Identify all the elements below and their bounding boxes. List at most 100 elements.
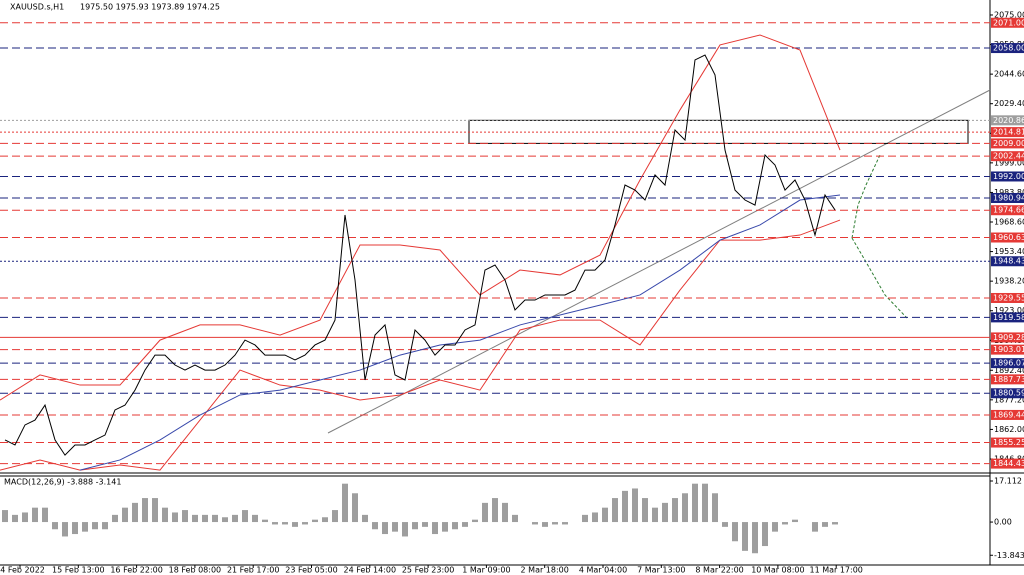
indicator-line xyxy=(0,34,841,401)
price-line xyxy=(4,54,836,456)
level-box xyxy=(991,127,1024,138)
level-box xyxy=(991,151,1024,162)
level-box xyxy=(991,312,1024,323)
x-tick-label: 10 Mar 08:00 xyxy=(751,566,804,575)
level-box xyxy=(991,437,1024,448)
level-label: 1869.44 xyxy=(993,410,1024,419)
macd-bar xyxy=(192,514,198,523)
level-label: 1948.43 xyxy=(993,257,1024,266)
macd-bar xyxy=(122,507,128,523)
macd-bar xyxy=(812,522,818,532)
macd-bar xyxy=(52,522,58,530)
macd-bar xyxy=(132,502,138,523)
macd-bar xyxy=(492,498,498,523)
macd-bar xyxy=(582,514,588,523)
level-box xyxy=(991,332,1024,343)
macd-bar xyxy=(472,519,478,523)
level-box xyxy=(991,388,1024,399)
macd-bar xyxy=(632,488,638,523)
x-tick-label: 1 Mar 09:00 xyxy=(462,566,510,575)
level-label: 1909.28 xyxy=(993,333,1024,342)
level-tag: 2071.00 xyxy=(991,17,1024,28)
macd-bar xyxy=(562,522,568,525)
level-label: 2014.81 xyxy=(993,128,1024,137)
level-tag: 1919.58 xyxy=(991,312,1024,323)
y-tick-label: 1983.80 xyxy=(994,188,1024,197)
level-tag: 2002.44 xyxy=(991,151,1024,162)
level-tag: 2058.00 xyxy=(991,43,1024,54)
macd-bar xyxy=(462,522,468,527)
macd-bar xyxy=(82,522,88,532)
macd-bar xyxy=(622,490,628,523)
y-tick-label: 2075.00 xyxy=(994,10,1024,19)
macd-bar xyxy=(112,514,118,523)
macd-bar xyxy=(332,510,338,523)
level-label: 1992.00 xyxy=(993,172,1024,181)
macd-bar xyxy=(242,510,248,523)
y-tick-label: 1892.40 xyxy=(994,366,1024,375)
y-tick-label: 1877.20 xyxy=(994,395,1024,404)
macd-bar xyxy=(412,522,418,530)
macd-bar xyxy=(72,522,78,535)
macd-bar xyxy=(162,507,168,523)
level-box xyxy=(991,358,1024,369)
macd-bar xyxy=(662,502,668,523)
level-tag: 1929.55 xyxy=(991,292,1024,303)
macd-bar xyxy=(62,522,68,537)
level-label: 1896.07 xyxy=(993,359,1024,368)
level-label: 1855.25 xyxy=(993,438,1024,447)
level-label: 2020.86 xyxy=(993,116,1024,125)
level-label: 1919.58 xyxy=(993,313,1024,322)
macd-bar xyxy=(502,502,508,523)
level-tag: 1844.43 xyxy=(991,458,1024,469)
macd-bar xyxy=(92,522,98,530)
level-tag: 1887.73 xyxy=(991,374,1024,385)
macd-bar xyxy=(672,498,678,523)
macd-bar xyxy=(262,519,268,523)
level-box xyxy=(991,409,1024,420)
x-tick-label: 11 Mar 17:00 xyxy=(809,566,862,575)
level-tag: 1869.44 xyxy=(991,409,1024,420)
trend-line xyxy=(327,89,991,434)
projection-arrows xyxy=(851,154,908,319)
level-label: 1960.63 xyxy=(993,233,1024,242)
macd-bar xyxy=(212,514,218,523)
level-tag: 1909.28 xyxy=(991,332,1024,343)
y-tick-label: 1999.00 xyxy=(994,158,1024,167)
macd-bar xyxy=(252,514,258,523)
macd-bar xyxy=(542,522,548,527)
macd-title: MACD(12,26,9) -3.888 -3.141 xyxy=(4,478,121,487)
macd-bar xyxy=(432,522,438,535)
level-box xyxy=(991,344,1024,355)
level-tag: 1880.59 xyxy=(991,388,1024,399)
macd-bar xyxy=(752,522,758,554)
x-tick-label: 14 Feb 2022 xyxy=(0,566,45,575)
macd-bar xyxy=(452,522,458,530)
x-tick-label: 15 Feb 13:00 xyxy=(52,566,104,575)
macd-bar xyxy=(702,483,708,523)
macd-bar xyxy=(172,512,178,523)
level-box xyxy=(991,115,1024,126)
level-tag: 1974.66 xyxy=(991,205,1024,216)
macd-bar xyxy=(832,522,838,525)
macd-bar xyxy=(362,514,368,523)
indicator-line xyxy=(79,194,841,471)
macd-bar xyxy=(232,514,238,523)
macd-bar xyxy=(642,498,648,523)
macd-bar xyxy=(152,498,158,523)
macd-bar xyxy=(342,483,348,523)
indicator-line xyxy=(0,219,841,471)
macd-bar xyxy=(322,517,328,523)
level-label: 2002.44 xyxy=(993,152,1024,161)
y-tick-label: 1968.60 xyxy=(994,218,1024,227)
level-tag: 1903.01 xyxy=(991,344,1024,355)
level-label: 1974.66 xyxy=(993,206,1024,215)
x-tick-label: 23 Feb 05:00 xyxy=(285,566,337,575)
macd-bar xyxy=(742,522,748,551)
macd-bar xyxy=(372,522,378,530)
y-tick-label: 2029.40 xyxy=(994,99,1024,108)
macd-bar xyxy=(722,522,728,527)
macd-bar xyxy=(552,522,558,525)
macd-bar xyxy=(302,522,308,525)
